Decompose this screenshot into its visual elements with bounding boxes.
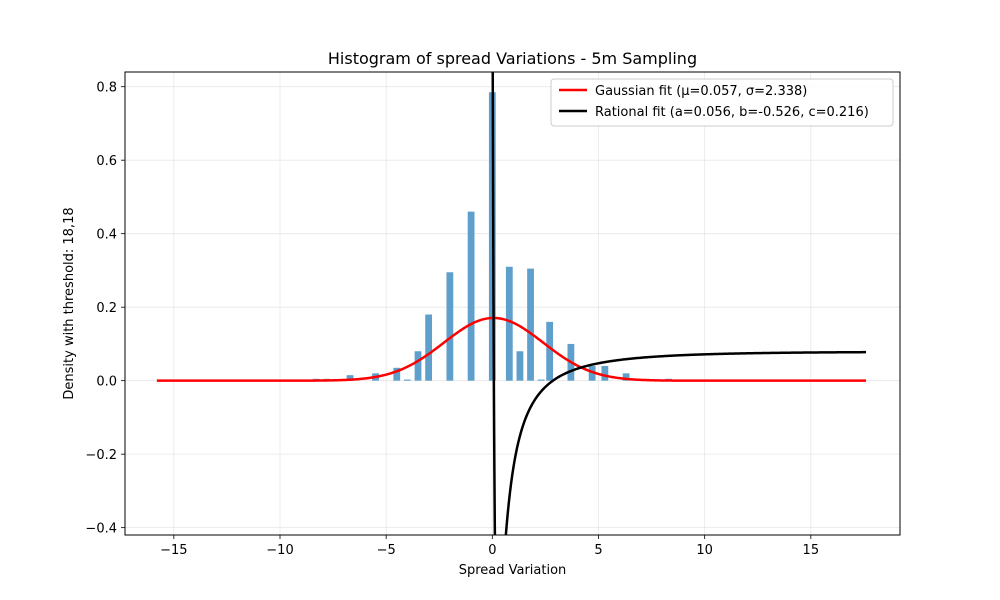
y-axis-label: Density with threshold: 18,18 [62,207,77,399]
histogram-bar [546,321,554,381]
legend-box [550,78,894,127]
x-tick-label: 10 [696,543,713,558]
y-tick-label: −0.2 [85,448,117,463]
x-tick-label: 5 [594,543,602,558]
x-axis-label: Spread Variation [459,563,567,578]
histogram-bar [393,367,401,381]
x-axis-ticks: −15 −10 −5 0 5 10 15 [160,535,819,558]
histogram-bar [622,373,630,381]
x-tick-label: 15 [803,543,820,558]
y-tick-label: 0.4 [96,228,117,243]
y-tick-label: 0.0 [96,375,117,390]
chart-title: Histogram of spread Variations - 5m Samp… [328,49,697,68]
histogram-bar [346,375,354,381]
histogram-bar [505,266,513,381]
x-tick-label: −15 [160,543,187,558]
legend-label-rational: Rational fit (a=0.056, b=-0.526, c=0.216… [595,105,869,120]
histogram-bar [537,379,545,381]
rational-fit-line [491,72,867,535]
y-tick-label: 0.8 [96,81,117,96]
legend-label-gaussian: Gaussian fit (μ=0.057, σ=2.338) [595,84,807,99]
histogram-bar [414,351,422,381]
y-tick-label: 0.2 [96,301,117,316]
histogram-bar [527,268,534,381]
histogram-bar [601,365,609,381]
x-tick-label: 0 [488,543,496,558]
histogram-bar [467,211,475,381]
x-tick-label: −10 [266,543,293,558]
histogram-bar [425,314,433,381]
histogram-bar [516,351,524,381]
gaussian-fit-line [156,316,867,382]
histogram-bar [588,365,596,381]
y-tick-label: 0.6 [96,154,117,169]
histogram-bar [446,272,454,381]
legend: Gaussian fit (μ=0.057, σ=2.338) Rational… [550,78,894,127]
fit-lines [156,72,867,535]
x-tick-label: −5 [377,543,396,558]
plot-frame [124,71,901,536]
histogram-bar [404,379,411,381]
y-tick-label: −0.4 [85,522,117,537]
y-axis-ticks: −0.4 −0.2 0.0 0.2 0.4 0.6 0.8 [85,81,125,537]
